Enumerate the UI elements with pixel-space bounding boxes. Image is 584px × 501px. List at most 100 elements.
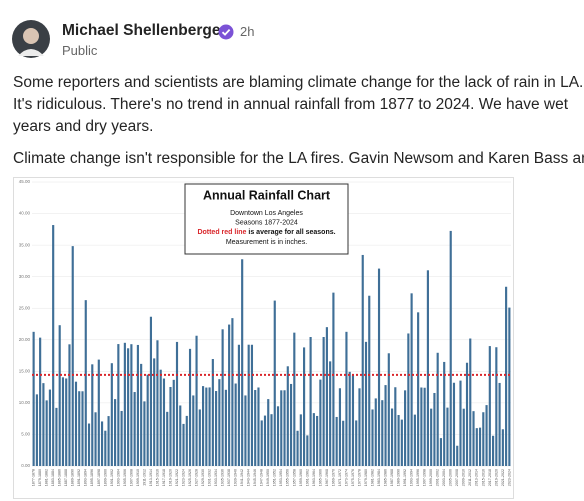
bar	[312, 413, 315, 466]
x-tick-label: 2019-2020	[494, 469, 498, 486]
bar	[241, 259, 244, 466]
bar	[329, 361, 332, 466]
bar	[430, 408, 433, 466]
bar	[508, 307, 511, 466]
bar	[358, 388, 361, 466]
bar	[355, 420, 358, 466]
bar	[462, 408, 465, 466]
x-tick-label: 1991-1992	[403, 469, 407, 486]
bar	[361, 254, 364, 466]
bar	[465, 362, 469, 466]
bar	[107, 416, 110, 466]
bar	[84, 300, 87, 466]
bar	[452, 382, 456, 466]
bar	[426, 270, 429, 466]
y-tick-label: 5.00	[21, 432, 30, 437]
x-tick-label: 1931-1932	[208, 469, 212, 486]
x-tick-label: 2015-2016	[481, 469, 485, 486]
bar	[485, 405, 488, 466]
bar	[319, 379, 322, 466]
bar	[188, 348, 192, 466]
text-line: It's ridiculous. There's no trend in ann…	[13, 96, 569, 113]
x-tick-label: 1889-1890	[71, 469, 75, 486]
bar	[104, 430, 107, 466]
bar	[446, 407, 449, 466]
bar	[68, 344, 71, 466]
x-tick-label: 1921-1922	[175, 469, 179, 486]
bar	[410, 293, 413, 466]
bar	[221, 329, 224, 466]
note-text: is average for all seasons.	[246, 229, 335, 236]
bar	[237, 344, 240, 466]
x-tick-label: 1909-1910	[136, 469, 140, 486]
text-line: Climate change isn't responsible for the…	[13, 150, 584, 167]
bar	[182, 423, 185, 466]
x-tick-label: 1973-1974	[344, 469, 348, 486]
bar	[250, 344, 254, 466]
y-tick-label: 40.00	[19, 211, 31, 216]
x-tick-label: 1955-1956	[286, 469, 290, 486]
bar	[423, 387, 426, 466]
bar	[492, 435, 495, 466]
bar	[97, 359, 100, 466]
chart[interactable]: 0.00 5.00 10.00 15.00 20.00 25.00 30.00 35.00 40…	[13, 177, 514, 499]
bar	[374, 398, 377, 466]
x-tick-label: 1993-1994	[410, 469, 414, 486]
x-tick-label: 1961-1962	[305, 469, 309, 486]
author-name[interactable]: Michael Shellenberger	[62, 22, 227, 39]
x-tick-label: 2003-2004	[442, 469, 446, 486]
bar	[234, 383, 237, 466]
post-body: Some reporters and scientists are blamin…	[13, 72, 584, 170]
bar	[417, 312, 420, 466]
bar	[377, 268, 381, 466]
bar	[498, 382, 501, 466]
x-tick-label: 1891-1892	[77, 469, 81, 486]
bar	[273, 300, 276, 466]
paragraph: Some reporters and scientists are blamin…	[13, 72, 584, 138]
x-tick-label: 2001-2002	[436, 469, 440, 486]
bar	[55, 407, 58, 466]
x-tick-label: 1895-1896	[90, 469, 94, 486]
x-tick-label: 1975-1976	[351, 469, 355, 486]
x-tick-label: 1981-1982	[370, 469, 374, 486]
x-tick-label: 1935-1936	[221, 469, 225, 486]
bar	[342, 420, 345, 466]
bar	[394, 387, 397, 466]
bar	[449, 230, 452, 466]
x-tick-label: 1883-1884	[51, 469, 55, 486]
chart-footnote: Measurement is in inches.	[226, 239, 307, 246]
bar	[211, 359, 214, 466]
x-tick-label: 1963-1964	[312, 469, 316, 486]
x-tick-label: 1899-1900	[103, 469, 107, 486]
x-tick-label: 1977-1978	[357, 469, 361, 486]
x-tick-label: 1885-1886	[58, 469, 62, 486]
bar	[332, 292, 335, 466]
bar	[257, 387, 260, 466]
x-tick-label: 1943-1944	[247, 469, 251, 486]
paragraph: Climate change isn't responsible for the…	[13, 148, 584, 170]
bar	[286, 366, 289, 466]
bar	[263, 415, 267, 466]
x-tick-label: 1925-1926	[188, 469, 192, 486]
bar	[413, 414, 416, 466]
x-tick-label: 1957-1958	[292, 469, 296, 486]
x-tick-label: 1903-1904	[116, 469, 120, 486]
y-tick-label: 10.00	[19, 400, 31, 405]
x-tick-label: 2007-2008	[455, 469, 459, 486]
y-tick-label: 35.00	[19, 242, 31, 247]
bar	[488, 346, 491, 466]
bar	[208, 387, 211, 466]
avatar[interactable]	[12, 20, 50, 58]
bar	[482, 412, 485, 466]
x-tick-label: 1983-1984	[377, 469, 381, 486]
x-tick-label: 1917-1918	[162, 469, 166, 486]
bar	[52, 225, 55, 466]
text-line: Some reporters and scientists are blamin…	[13, 74, 584, 91]
bar	[433, 392, 436, 466]
x-tick-label: 1987-1988	[390, 469, 394, 486]
bar	[475, 428, 478, 466]
bar	[143, 401, 146, 466]
bar	[114, 399, 117, 466]
bar	[459, 380, 462, 466]
